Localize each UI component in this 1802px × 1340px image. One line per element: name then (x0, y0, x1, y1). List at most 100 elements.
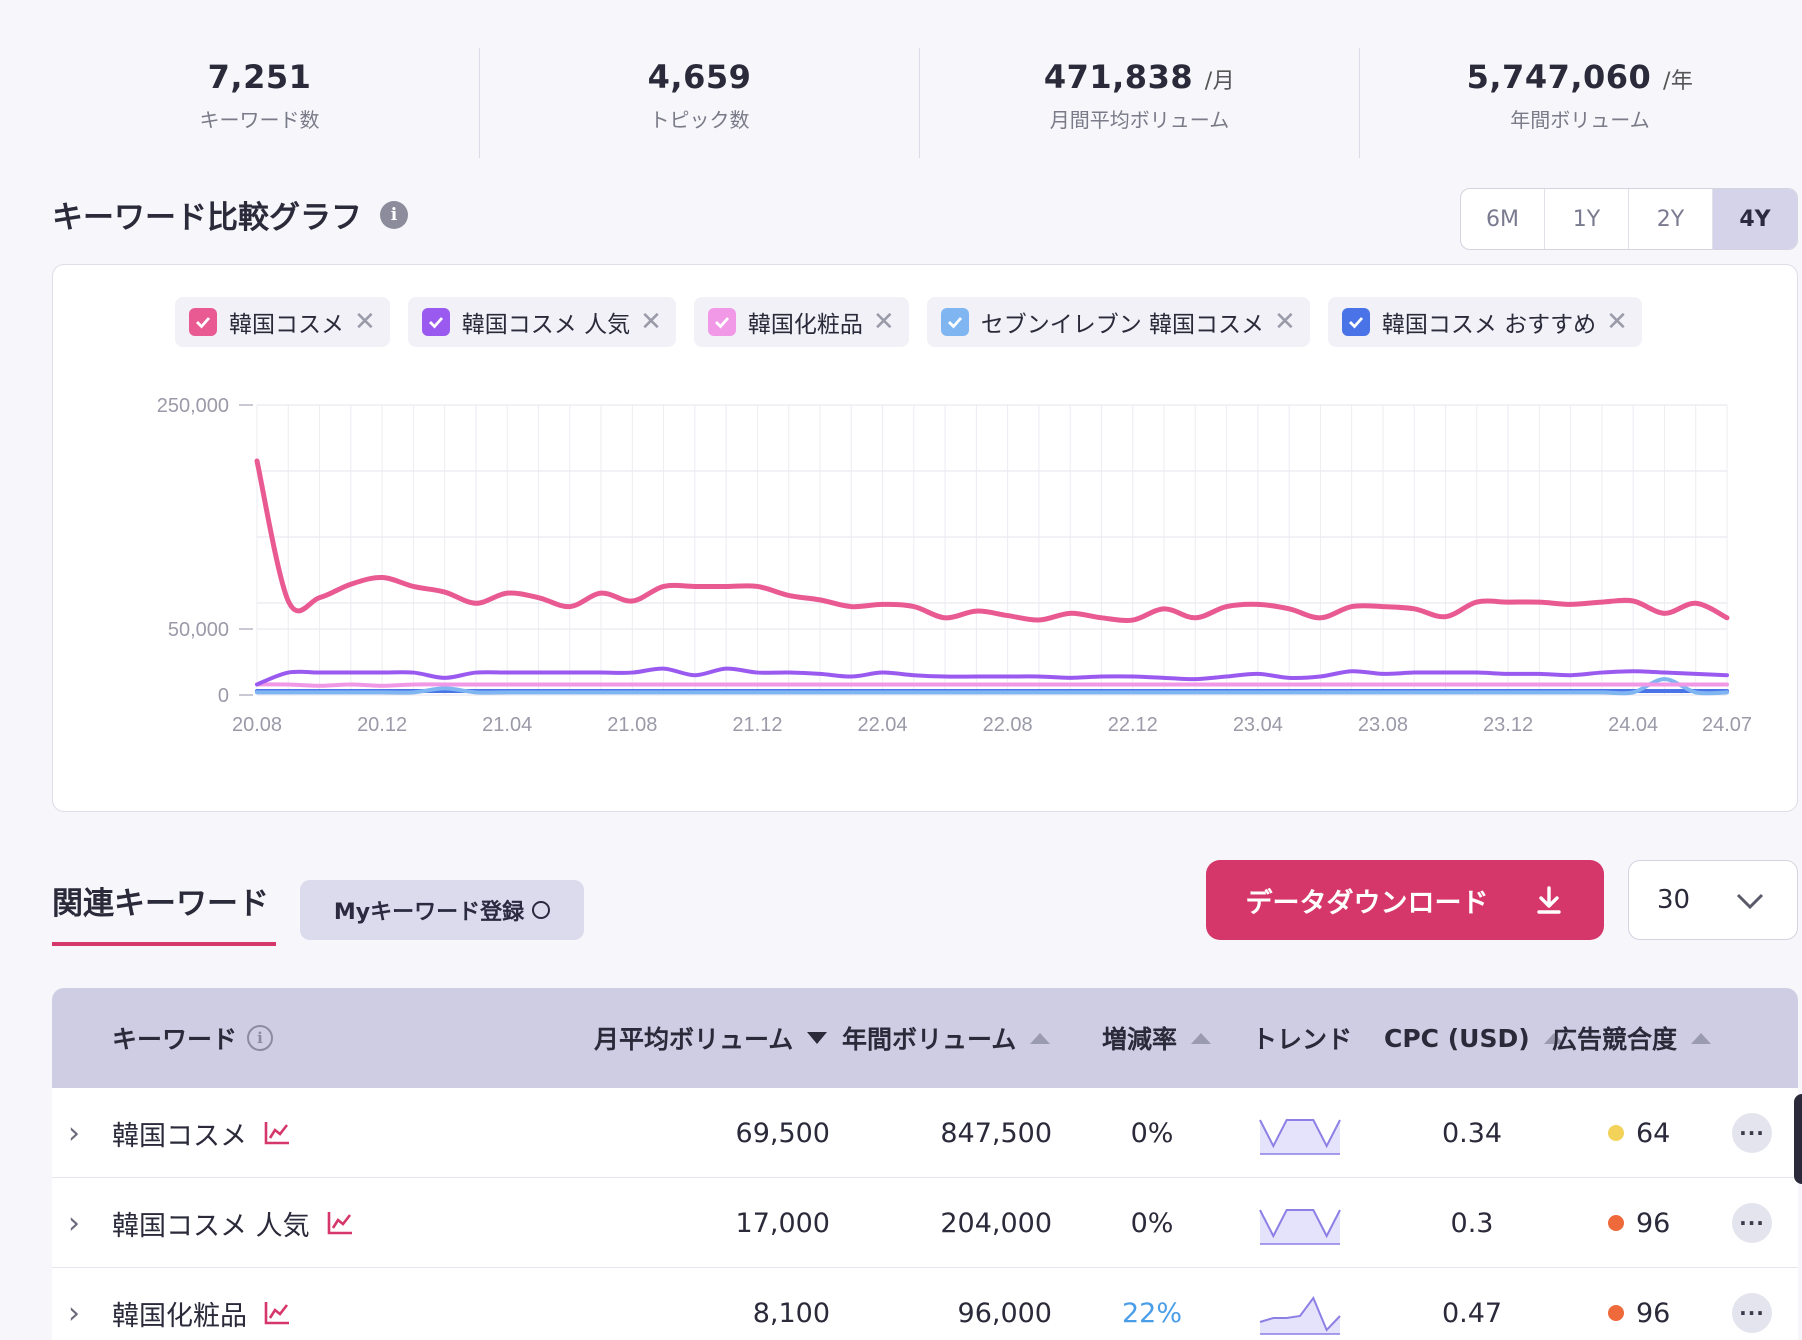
stat-topic-count: 4,659 トピック数 (480, 48, 920, 158)
more-options-icon[interactable]: ··· (1732, 1203, 1772, 1243)
cpc-cell: 0.47 (1441, 1297, 1503, 1329)
stat-label: キーワード数 (199, 108, 320, 132)
y-tick-label: 50,000 (168, 619, 229, 641)
summary-stats: 7,251 キーワード数 4,659 トピック数 471,838 /月 月間平均… (40, 48, 1800, 158)
col-competition[interactable]: 広告競合度 (1552, 988, 1712, 1088)
table-row[interactable]: › 韓国化粧品 8,100 96,000 22% 0.47 96 ··· (52, 1268, 1798, 1340)
x-tick-label: 23.08 (1358, 714, 1408, 736)
more-options-icon[interactable]: ··· (1732, 1293, 1772, 1333)
trend-sparkline-cell (1258, 1088, 1344, 1178)
keyword-text: 韓国化粧品 (112, 1300, 247, 1332)
competition-value: 96 (1636, 1207, 1671, 1239)
close-icon[interactable]: ✕ (1606, 307, 1628, 337)
keyword-text: 韓国コスメ (112, 1120, 247, 1152)
sort-asc-icon (1691, 1032, 1712, 1044)
col-cpc[interactable]: CPC (USD) (1384, 988, 1564, 1088)
monthly-volume-cell: 69,500 (735, 1117, 830, 1149)
trend-sparkline-cell (1258, 1178, 1344, 1268)
checkbox-checked-icon[interactable] (421, 308, 450, 336)
checkbox-checked-icon[interactable] (1341, 308, 1370, 336)
expand-chevron-icon[interactable]: › (68, 1115, 80, 1151)
chart-title-text: キーワード比較グラフ (52, 200, 362, 236)
trend-sparkline (1259, 1295, 1341, 1335)
stat-keyword-count: 7,251 キーワード数 (40, 48, 480, 158)
table-row[interactable]: › 韓国コスメ 69,500 847,500 0% 0.34 64 ··· (52, 1088, 1798, 1178)
chart-line-icon[interactable] (263, 1300, 291, 1326)
col-trend-label: トレンド (1252, 1025, 1353, 1054)
series-line (254, 458, 1730, 623)
yearly-volume-cell: 96,000 (957, 1297, 1052, 1329)
competition-level-dot-icon (1608, 1125, 1624, 1141)
close-icon[interactable]: ✕ (354, 307, 376, 337)
info-icon[interactable]: i (380, 200, 408, 229)
sparkline-line (1259, 1295, 1341, 1332)
competition-value: 64 (1636, 1117, 1671, 1149)
expand-chevron-icon[interactable]: › (68, 1295, 80, 1331)
checkbox-checked-icon[interactable] (940, 308, 969, 336)
col-trend: トレンド (1252, 988, 1352, 1088)
active-tab-indicator (52, 942, 276, 946)
legend-label: セブンイレブン 韓国コスメ (980, 312, 1265, 338)
range-tab-1y[interactable]: 1Y (1545, 189, 1629, 249)
checkbox-checked-icon[interactable] (707, 308, 736, 336)
close-icon[interactable]: ✕ (640, 307, 662, 337)
data-download-button[interactable]: データダウンロード (1206, 860, 1604, 940)
stat-value: 4,659 (647, 58, 752, 96)
x-tick-label: 22.12 (1108, 714, 1158, 736)
monthly-volume-cell: 8,100 (752, 1297, 830, 1329)
line-chart: 250,000 50,000 020.08 20.12 21.04 21.08 21.12 2… (157, 395, 1752, 736)
x-tick-label: 21.08 (607, 714, 657, 736)
legend-chip[interactable]: 韓国化粧品 ✕ (693, 297, 909, 347)
competition-cell: 96 (1608, 1178, 1670, 1268)
competition-level-dot-icon (1608, 1305, 1624, 1321)
col-yearly-volume[interactable]: 年間ボリューム (842, 988, 1051, 1088)
legend-chip[interactable]: セブンイレブン 韓国コスメ ✕ (926, 297, 1310, 347)
checkbox-checked-icon[interactable] (189, 308, 217, 336)
col-monthly-volume[interactable]: 月平均ボリューム (594, 988, 828, 1088)
legend-chip[interactable]: 韓国コスメ おすすめ ✕ (1327, 297, 1642, 347)
my-keyword-register-button[interactable]: Myキーワード登録 (300, 880, 584, 940)
x-tick-label: 22.08 (983, 714, 1033, 736)
sparkline-area (1260, 1120, 1340, 1154)
info-icon[interactable]: i (247, 1025, 274, 1051)
keyword-cell: 韓国コスメ (112, 1088, 291, 1178)
change-rate-cell: 22% (1121, 1297, 1182, 1329)
legend-chip[interactable]: 韓国コスメ 人気 ✕ (407, 297, 676, 347)
per-page-select[interactable]: 30 (1628, 860, 1798, 940)
yearly-volume-cell: 847,500 (940, 1117, 1052, 1149)
table-header: キーワード i 月平均ボリューム 年間ボリューム 増減率 トレンド CPC (U… (52, 988, 1798, 1088)
target-icon (532, 901, 551, 919)
x-tick-label: 21.04 (482, 714, 532, 736)
close-icon[interactable]: ✕ (1274, 307, 1296, 337)
stat-value: 5,747,060 /年 (1466, 58, 1694, 96)
col-change-label: 増減率 (1102, 1025, 1178, 1054)
chart-line-icon[interactable] (263, 1120, 291, 1146)
monthly-volume-cell: 17,000 (735, 1207, 830, 1239)
x-tick-label: 21.12 (732, 714, 782, 736)
series-line (255, 677, 1729, 696)
expand-chevron-icon[interactable]: › (68, 1205, 80, 1241)
range-tab-4y[interactable]: 4Y (1713, 189, 1797, 249)
range-tab-2y[interactable]: 2Y (1629, 189, 1713, 249)
table-row[interactable]: › 韓国コスメ 人気 17,000 204,000 0% 0.3 96 ··· (52, 1178, 1798, 1268)
col-change-rate[interactable]: 増減率 (1102, 988, 1212, 1088)
sort-asc-icon (1191, 1032, 1212, 1044)
sort-asc-icon (1543, 1032, 1564, 1044)
more-options-icon[interactable]: ··· (1732, 1113, 1772, 1153)
chart-section-title: キーワード比較グラフ i (52, 192, 408, 237)
close-icon[interactable]: ✕ (872, 307, 895, 337)
tab-related-keywords[interactable]: 関連キーワード (52, 886, 269, 922)
range-tab-6m[interactable]: 6M (1461, 189, 1545, 249)
x-tick-label: 24.07 (1702, 714, 1752, 736)
legend-chip[interactable]: 韓国コスメ ✕ (175, 297, 390, 347)
col-monthly-label: 月平均ボリューム (594, 1025, 794, 1054)
chart-card: 250,000 50,000 0 20.08 20.12 21.04 21.08 21.12 2… (52, 264, 1798, 812)
keyword-text: 韓国コスメ 人気 (112, 1210, 310, 1242)
stat-yearly-volume: 5,747,060 /年 年間ボリューム (1360, 48, 1800, 158)
series-line (255, 682, 1729, 688)
download-icon (1536, 886, 1561, 914)
row-actions-cell: ··· (1732, 1268, 1772, 1340)
y-tick-label: 0 (218, 685, 229, 707)
side-panel-handle[interactable] (1794, 1094, 1802, 1184)
chart-line-icon[interactable] (326, 1210, 354, 1236)
